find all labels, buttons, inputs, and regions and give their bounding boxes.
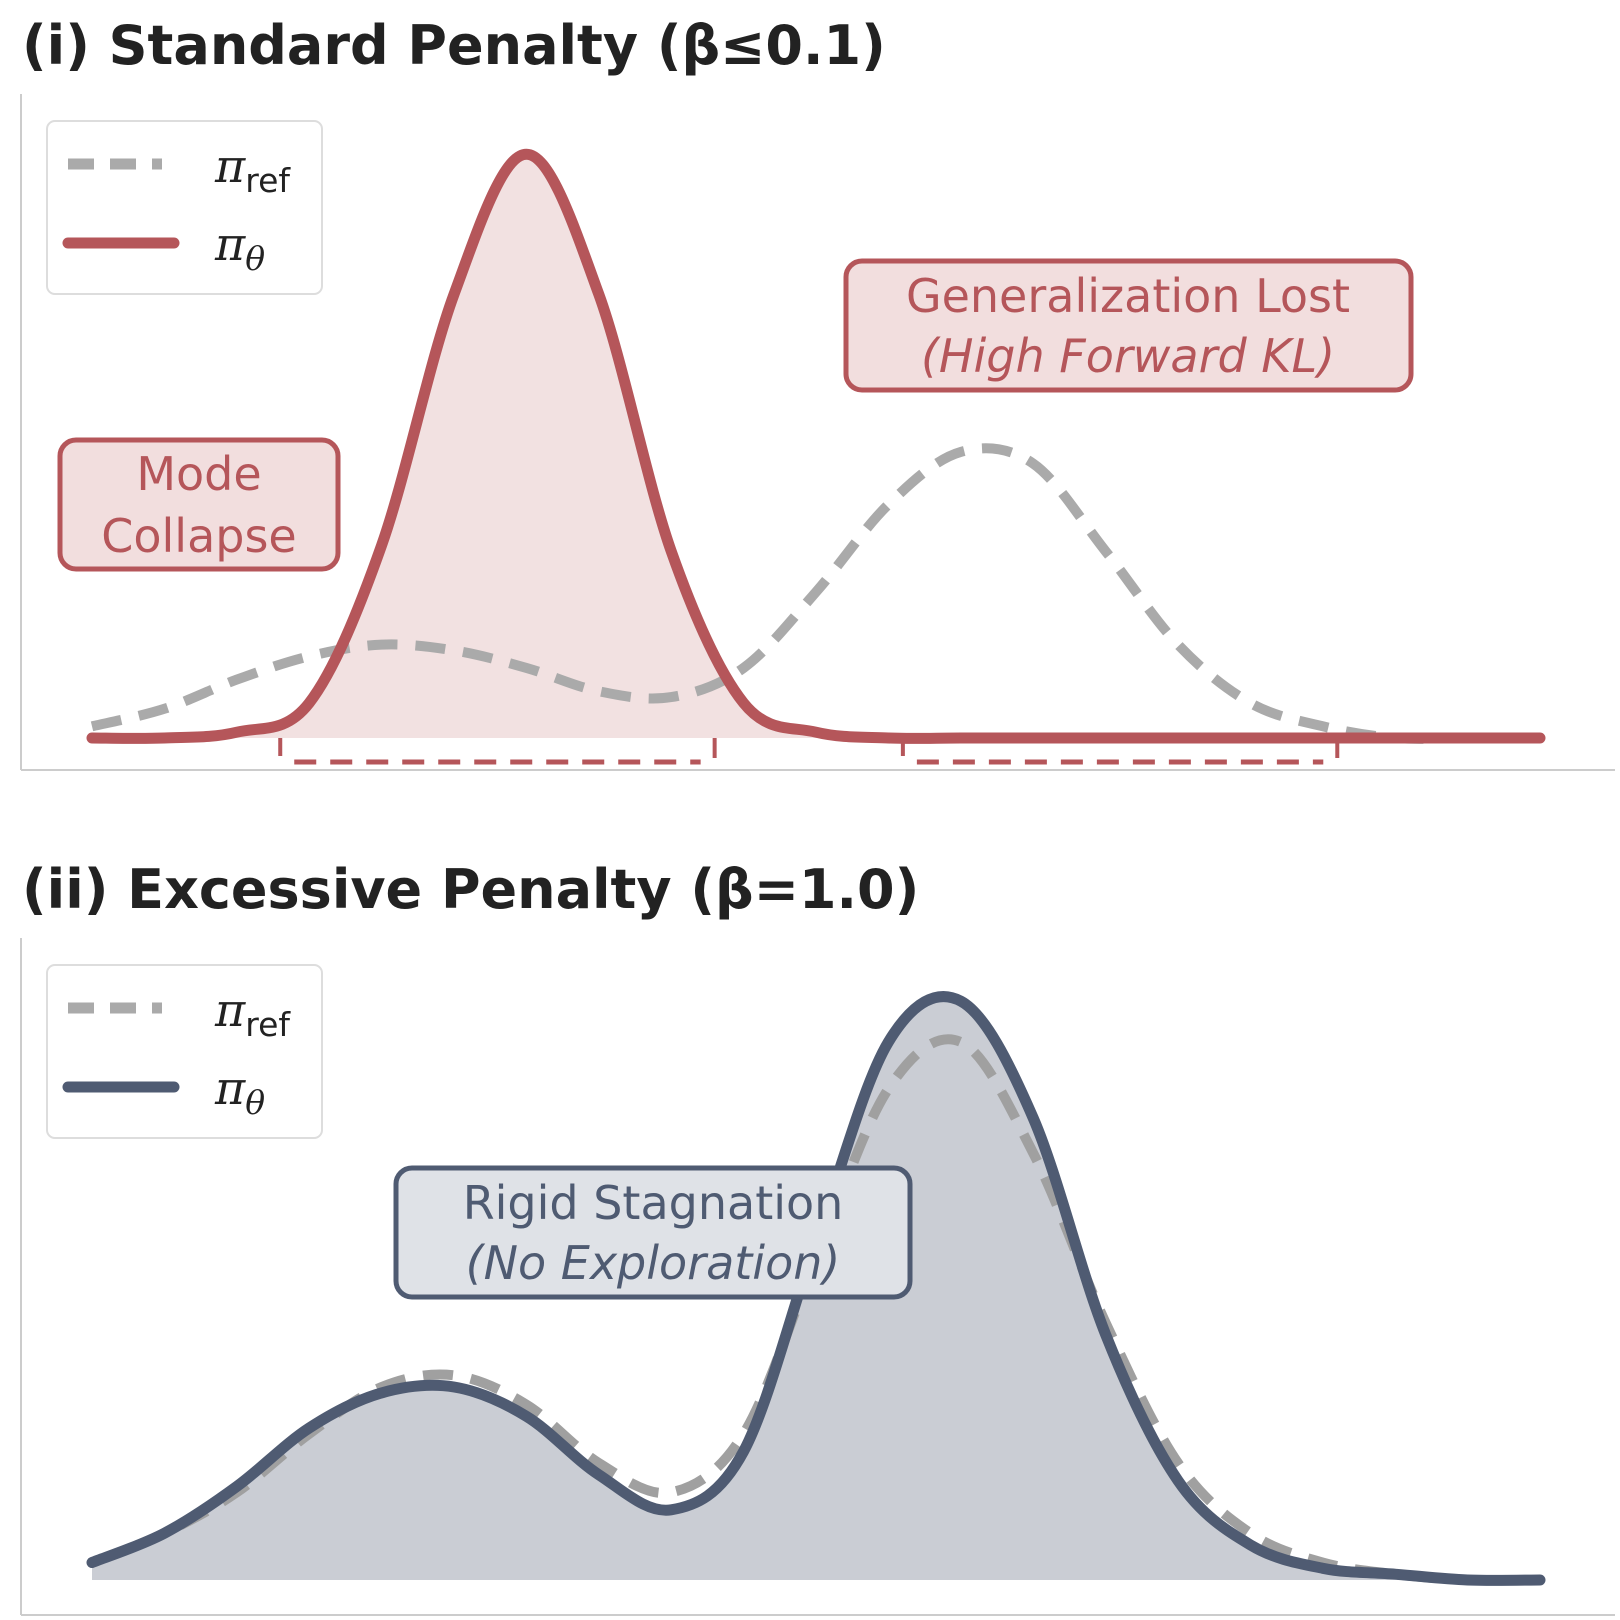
annotation-mode-collapse: Mode Collapse	[57, 437, 341, 572]
annotation-line: Mode	[136, 447, 261, 501]
annotation-generalization-lost: Generalization Lost (High Forward KL)	[843, 258, 1414, 393]
panel-1-title: (i) Standard Penalty (β≤0.1)	[22, 14, 886, 77]
annotation-rigid-stagnation: Rigid Stagnation (No Exploration)	[393, 1165, 913, 1300]
panel-1-legend: πref πθ	[46, 120, 323, 295]
legend-ref-label: πref	[214, 983, 291, 1044]
annotation-box	[393, 1165, 913, 1300]
series-theta-line	[86, 148, 1546, 744]
annotation-line: Generalization Lost	[906, 269, 1350, 323]
annotation-box	[57, 437, 341, 572]
annotation-box	[843, 258, 1414, 393]
legend-frame	[46, 120, 323, 295]
annotation-italic-line: (High Forward KL)	[921, 329, 1335, 383]
annotation-line: Rigid Stagnation	[463, 1176, 844, 1230]
legend-theta-label: πθ	[214, 1061, 265, 1122]
annotation-italic-line: (No Exploration)	[466, 1236, 841, 1290]
legend-frame	[46, 964, 323, 1139]
annotation-line: Collapse	[101, 509, 296, 563]
panel-1-plot-area	[86, 148, 1546, 765]
legend-theta-label: πθ	[214, 217, 265, 278]
panel-2-title: (ii) Excessive Penalty (β=1.0)	[22, 858, 919, 921]
panel-2-legend: πref πθ	[46, 964, 323, 1139]
legend-ref-label: πref	[214, 139, 291, 200]
panel-2: (ii) Excessive Penalty (β=1.0) πref πθ R…	[20, 858, 1615, 1616]
panel-1: (i) Standard Penalty (β≤0.1) πref πθ Mod…	[20, 14, 1615, 771]
